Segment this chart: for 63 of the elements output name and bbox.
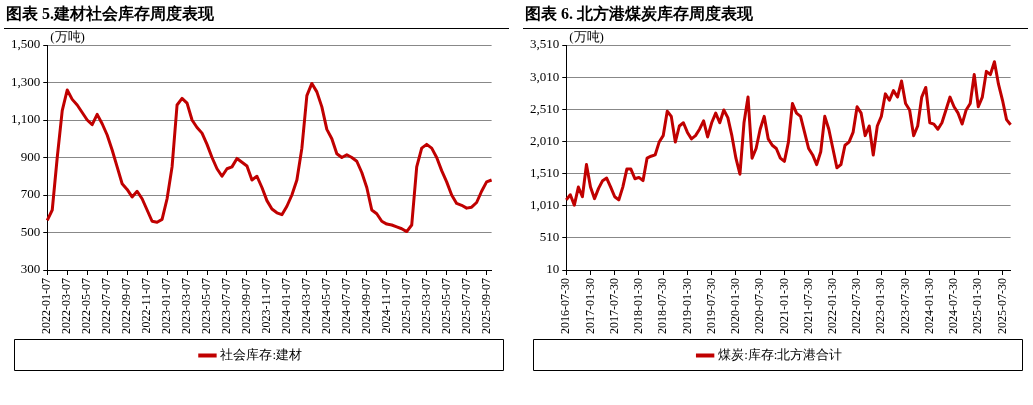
x-tick-label: 2024-07-30 <box>946 278 961 335</box>
x-tick-label: 2019-01-30 <box>679 278 694 335</box>
x-tick-label: 2022-03-07 <box>59 278 74 335</box>
y-tick-label: 1,100 <box>11 111 41 127</box>
x-tick-label: 2022-01-30 <box>825 278 840 335</box>
x-tick-label: 2022-07-07 <box>99 278 114 335</box>
y-tick-label: 2,510 <box>530 100 560 116</box>
y-tick-label: 2,010 <box>530 132 560 148</box>
y-tick-label: 1,010 <box>530 197 560 213</box>
y-tick-label: 500 <box>20 223 41 239</box>
x-tick-label: 2024-01-30 <box>921 278 936 335</box>
y-tick-label: 3,510 <box>530 36 560 52</box>
x-tick-label: 2022-01-07 <box>39 278 54 335</box>
legend-label: 煤炭:库存:北方港合计 <box>718 346 843 362</box>
y-tick-label: 10 <box>546 261 560 277</box>
x-tick-label: 2022-11-07 <box>139 278 154 334</box>
x-tick-label: 2024-03-07 <box>299 278 314 335</box>
x-tick-label: 2018-01-30 <box>631 278 646 335</box>
x-tick-label: 2025-09-07 <box>478 278 493 335</box>
x-tick-label: 2021-07-30 <box>800 278 815 335</box>
y-tick-label: 1,300 <box>11 73 41 89</box>
x-tick-label: 2018-07-30 <box>655 278 670 335</box>
x-tick-label: 2024-07-07 <box>338 278 353 335</box>
x-tick-label: 2024-05-07 <box>319 278 333 335</box>
x-tick-label: 2023-01-07 <box>159 278 174 335</box>
x-tick-label: 2023-11-07 <box>259 278 274 334</box>
x-tick-label: 2022-09-07 <box>119 278 134 335</box>
x-tick-label: 2020-01-30 <box>728 278 743 335</box>
x-tick-label: 2020-07-30 <box>752 278 767 335</box>
y-tick-label: 1,500 <box>11 36 41 52</box>
x-tick-label: 2023-07-07 <box>219 278 234 335</box>
x-tick-label: 2025-07-07 <box>458 278 473 335</box>
x-tick-label: 2022-07-30 <box>849 278 864 335</box>
x-tick-label: 2025-07-30 <box>994 278 1009 335</box>
x-tick-label: 2022-05-07 <box>79 278 94 335</box>
y-axis-title: (万吨) <box>50 28 85 44</box>
y-tick-label: 510 <box>539 229 560 245</box>
x-tick-label: 2024-01-07 <box>279 278 294 335</box>
x-tick-label: 2024-09-07 <box>358 278 373 335</box>
y-tick-label: 300 <box>20 261 41 277</box>
x-tick-label: 2019-07-30 <box>703 278 718 335</box>
y-tick-label: 700 <box>20 186 41 202</box>
x-tick-label: 2025-01-30 <box>970 278 985 335</box>
x-tick-label: 2024-11-07 <box>378 278 393 334</box>
chart-title: 图表 6. 北方港煤炭库存周度表现 <box>523 0 1028 29</box>
x-tick-label: 2023-01-30 <box>873 278 888 335</box>
y-axis-title: (万吨) <box>569 28 604 44</box>
x-tick-label: 2023-09-07 <box>239 278 254 335</box>
x-tick-label: 2017-07-30 <box>606 278 621 335</box>
x-tick-label: 2023-03-07 <box>179 278 194 335</box>
x-tick-label: 2025-05-07 <box>438 278 453 335</box>
x-tick-label: 2025-01-07 <box>398 278 413 335</box>
y-tick-label: 900 <box>20 148 41 164</box>
y-tick-label: 3,010 <box>530 68 560 84</box>
x-tick-label: 2017-01-30 <box>582 278 597 335</box>
x-tick-label: 2023-05-07 <box>199 278 214 335</box>
x-tick-label: 2021-01-30 <box>776 278 791 335</box>
y-tick-label: 1,510 <box>530 165 560 180</box>
x-tick-label: 2025-03-07 <box>418 278 433 335</box>
legend-label: 社会库存:建材 <box>220 346 303 362</box>
chart-title: 图表 5.建材社会库存周度表现 <box>4 0 509 29</box>
x-tick-label: 2016-07-30 <box>558 278 573 335</box>
x-tick-label: 2023-07-30 <box>897 278 912 335</box>
